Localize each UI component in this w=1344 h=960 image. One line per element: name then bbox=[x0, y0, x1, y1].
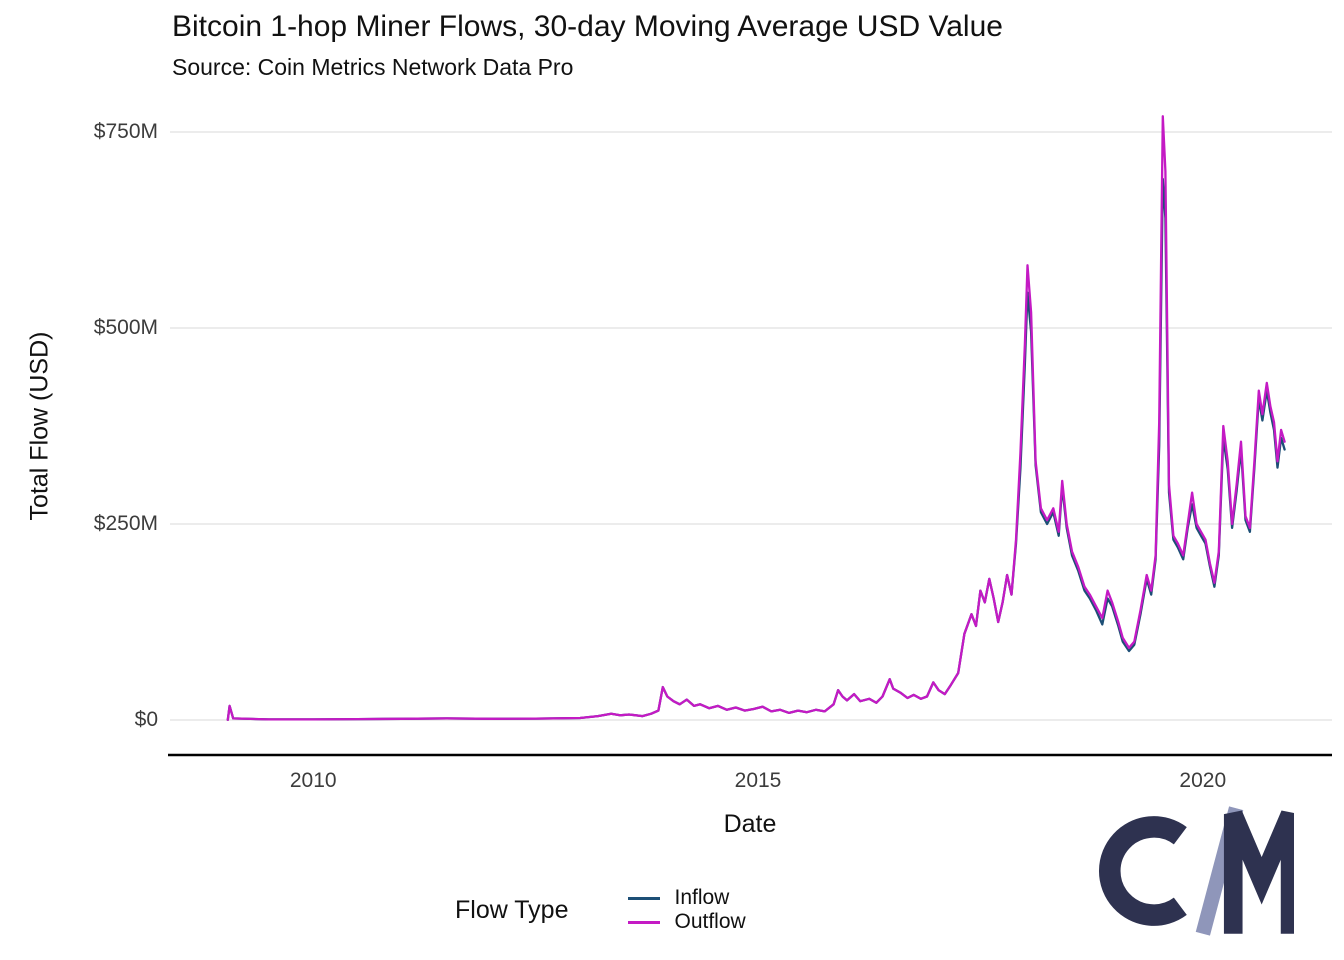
logo-letter-c bbox=[1099, 816, 1187, 926]
legend-swatch-outflow bbox=[628, 920, 661, 924]
chart-title: Bitcoin 1-hop Miner Flows, 30-day Moving… bbox=[172, 10, 1003, 43]
legend-title: Flow Type bbox=[455, 895, 569, 924]
legend-entry-outflow: Outflow bbox=[628, 910, 746, 934]
x-tick-label: 2015 bbox=[734, 769, 782, 792]
y-tick-label: $0 bbox=[134, 708, 158, 731]
chart-subtitle: Source: Coin Metrics Network Data Pro bbox=[172, 54, 574, 80]
x-axis-label: Date bbox=[723, 810, 777, 838]
series-line-outflow bbox=[226, 115, 1286, 721]
coin-metrics-logo bbox=[1098, 804, 1300, 938]
legend: Flow Type Inflow Outflow bbox=[455, 886, 816, 934]
y-tick-label: $500M bbox=[93, 316, 158, 339]
legend-label-inflow: Inflow bbox=[674, 886, 730, 909]
legend-entry-inflow: Inflow bbox=[628, 886, 745, 910]
x-tick-label: 2010 bbox=[289, 769, 337, 792]
y-tick-label: $750M bbox=[93, 120, 158, 143]
legend-entries: Inflow Outflow bbox=[628, 886, 815, 934]
legend-swatch-inflow bbox=[628, 896, 661, 900]
legend-label-outflow: Outflow bbox=[674, 910, 746, 933]
logo-letter-m bbox=[1223, 810, 1300, 934]
series-line-inflow bbox=[226, 177, 1286, 721]
x-tick-label: 2020 bbox=[1179, 769, 1227, 792]
y-tick-label: $250M bbox=[93, 512, 158, 535]
